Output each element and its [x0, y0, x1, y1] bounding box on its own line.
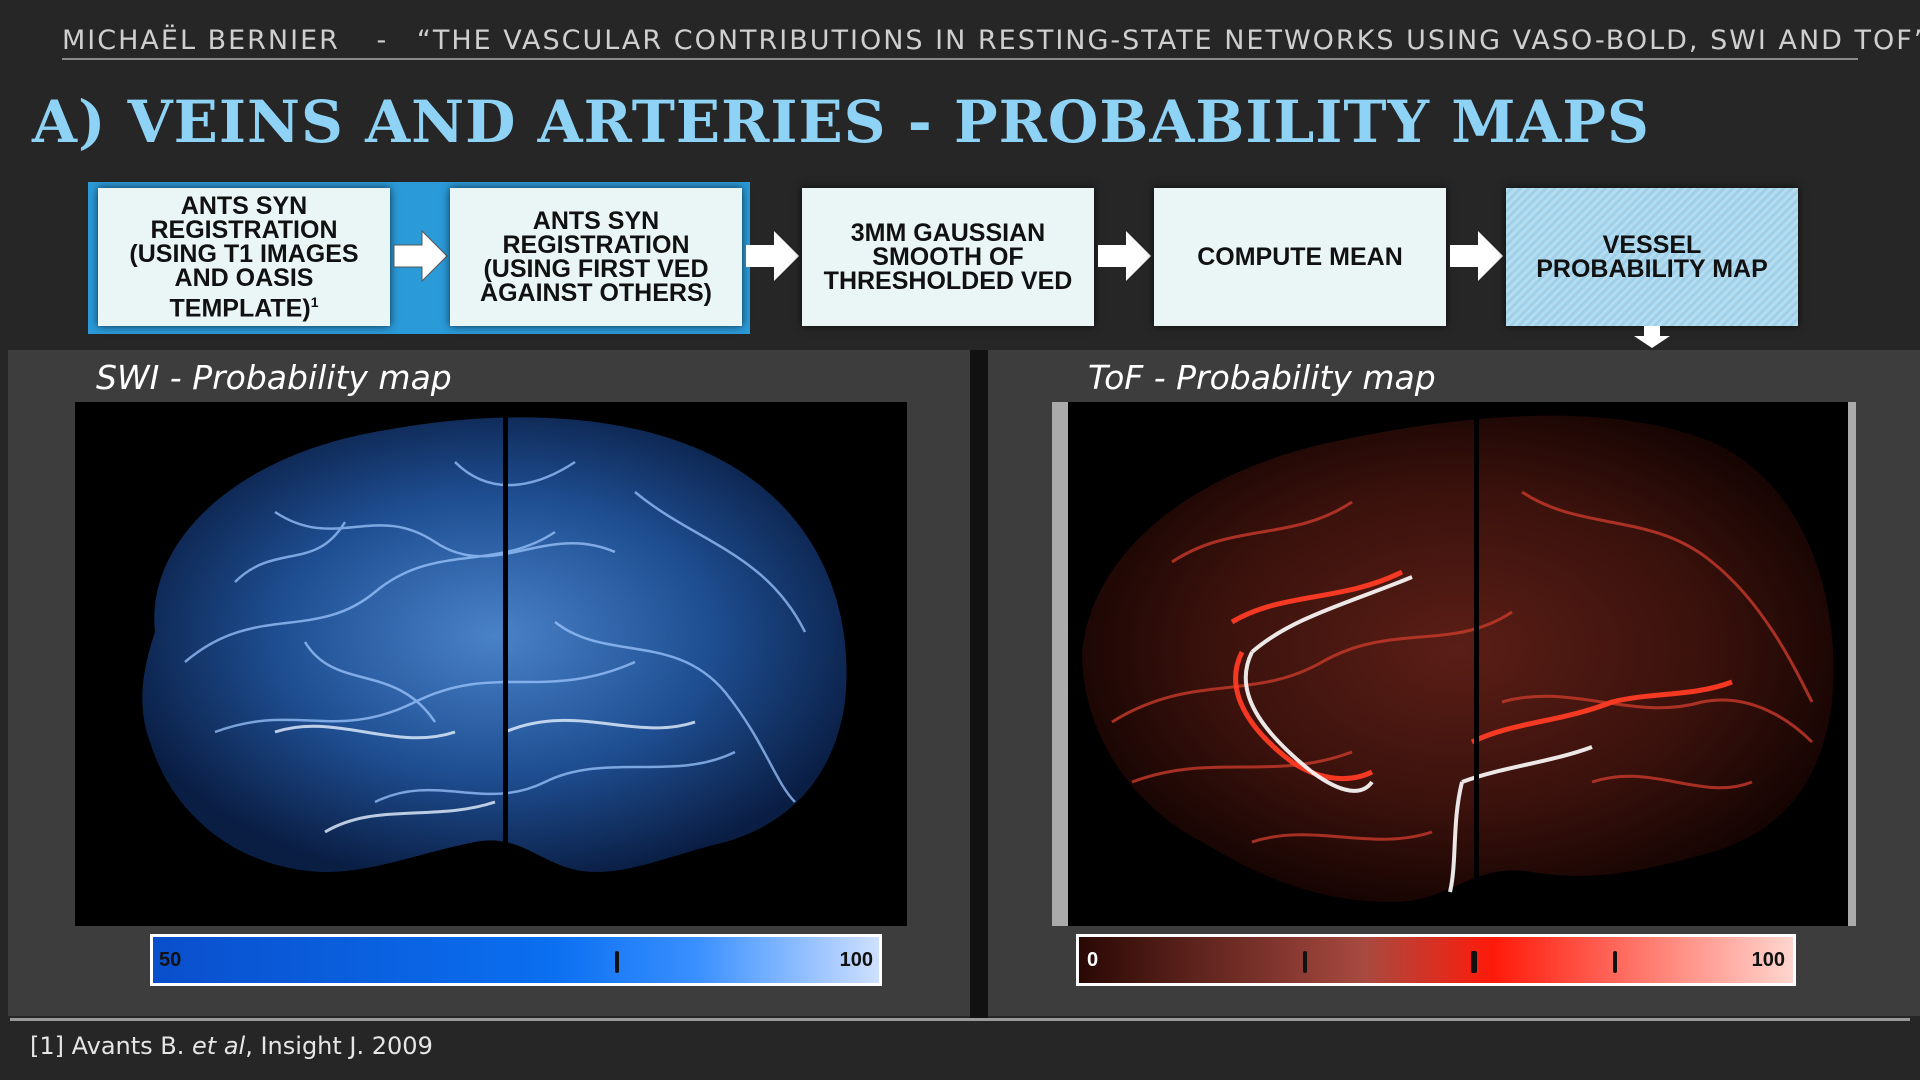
step3-line3: THRESHOLDED VED: [823, 267, 1073, 295]
swi-colorbar-gradient: [153, 937, 879, 983]
tof-view-divider: [1474, 402, 1479, 926]
tof-colorbar-tick: [1471, 951, 1477, 973]
step5-line1: VESSEL: [1602, 231, 1702, 259]
panel-separator: [970, 350, 988, 1018]
footnote-mark: 1: [310, 293, 319, 310]
swi-brain-image: [75, 402, 907, 926]
swi-colorbar: 50 100: [150, 934, 882, 986]
pipeline-step-vessel-probability-map: VESSEL PROBABILITY MAP: [1506, 188, 1798, 326]
step1-line5: TEMPLATE): [169, 294, 311, 323]
step2-line3: (USING FIRST VED: [483, 255, 709, 283]
step5-line2: PROBABILITY MAP: [1536, 255, 1768, 283]
author-name: MICHAËL BERNIER: [62, 25, 340, 56]
tof-colorbar-tick: [1303, 951, 1307, 973]
swi-colorbar-max: 100: [839, 949, 873, 971]
step2-line1: ANTS SYN: [532, 207, 660, 235]
step1-line1: ANTS SYN: [180, 191, 308, 220]
step4-line1: COMPUTE MEAN: [1197, 243, 1403, 271]
arrow-right-icon: [746, 231, 799, 281]
footnote-suffix: , Insight J. 2009: [245, 1032, 433, 1060]
swi-panel-title: SWI - Probability map: [96, 358, 452, 397]
step2-line2: REGISTRATION: [502, 231, 690, 259]
arrow-right-icon: [393, 229, 448, 283]
swi-view-divider: [503, 402, 508, 926]
tof-brain-image: [1052, 402, 1856, 926]
footnote-citation: [1] Avants B. et al, Insight J. 2009: [30, 1032, 433, 1060]
step1-line3: (USING T1 IMAGES: [129, 239, 359, 268]
footnote-italic: et al: [192, 1032, 246, 1060]
slide-title: A) VEINS AND ARTERIES - PROBABILITY MAPS: [32, 88, 1650, 156]
pipeline-step-ants-ved: ANTS SYN REGISTRATION (USING FIRST VED A…: [450, 188, 742, 326]
slide-header: MICHAËL BERNIER - “THE VASCULAR CONTRIBU…: [62, 22, 1920, 60]
swi-colorbar-min: 50: [159, 949, 182, 971]
arrow-right-icon: [1098, 231, 1151, 281]
step3-line2: SMOOTH OF: [872, 243, 1024, 271]
step2-line4: AGAINST OTHERS): [480, 279, 712, 307]
tof-colorbar-min: 0: [1087, 949, 1099, 971]
tof-colorbar-max: 100: [1751, 949, 1785, 971]
tof-colorbar-gradient: [1079, 937, 1793, 983]
header-separator: -: [376, 25, 389, 56]
step3-line1: 3MM GAUSSIAN: [850, 219, 1046, 247]
footnote-prefix: [1] Avants B.: [30, 1032, 193, 1060]
tof-colorbar-tick: [1613, 951, 1617, 973]
swi-colorbar-tick: [615, 951, 619, 973]
step1-line4: AND OASIS: [174, 263, 314, 292]
arrow-down-icon: [1634, 326, 1670, 348]
tof-panel-title: ToF - Probability map: [1088, 358, 1436, 397]
step1-line2: REGISTRATION: [150, 215, 338, 244]
pipeline-step-ants-t1: ANTS SYN REGISTRATION (USING T1 IMAGES A…: [98, 188, 390, 326]
pipeline-step-compute-mean: COMPUTE MEAN: [1154, 188, 1446, 326]
tof-colorbar: 0 100: [1076, 934, 1796, 986]
bottom-rule: [10, 1018, 1910, 1021]
arrow-right-icon: [1450, 231, 1503, 281]
pipeline-step-gaussian-smooth: 3MM GAUSSIAN SMOOTH OF THRESHOLDED VED: [802, 188, 1094, 326]
talk-title: “THE VASCULAR CONTRIBUTIONS IN RESTING-S…: [416, 25, 1920, 56]
